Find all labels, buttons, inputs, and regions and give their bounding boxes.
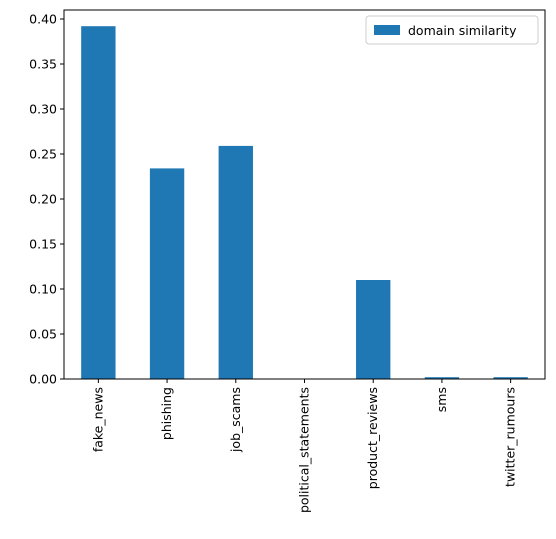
legend-swatch [374,25,400,35]
legend: domain similarity [365,15,539,45]
legend-label: domain similarity [408,23,517,38]
y-tick-label: 0.20 [29,192,57,207]
bar-product-reviews [356,280,391,379]
y-tick-label: 0.15 [29,237,57,252]
bars-group [81,26,528,379]
bar-job-scams [218,145,253,379]
y-tick-label: 0.10 [29,282,57,297]
y-tick-label: 0.40 [29,12,57,27]
x-tick-label: phishing [159,387,174,440]
y-axis: 0.00 0.05 0.10 0.15 0.20 0.25 0.30 0.35 0.40 [29,12,64,387]
bar-fake-news [81,26,116,379]
plot-frame [63,9,546,380]
bar-sms [424,377,460,379]
legend-box [365,15,539,45]
x-axis: fake_news phishing job_scams political_stat… [90,379,518,513]
x-tick-label: political_statements [297,387,312,513]
y-tick-label: 0.05 [29,327,57,342]
x-tick-label: product_reviews [365,387,380,489]
x-tick-label: fake_news [90,387,105,452]
y-tick-label: 0.25 [29,147,57,162]
x-tick-label: twitter_rumours [503,387,518,487]
bar-twitter-rumours [493,377,528,379]
y-tick-label: 0.35 [29,57,57,72]
y-tick-label: 0.00 [29,372,57,387]
x-tick-label: sms [434,387,449,412]
x-tick-label: job_scams [228,387,243,453]
bar-phishing [149,168,185,379]
y-tick-label: 0.30 [29,102,57,117]
